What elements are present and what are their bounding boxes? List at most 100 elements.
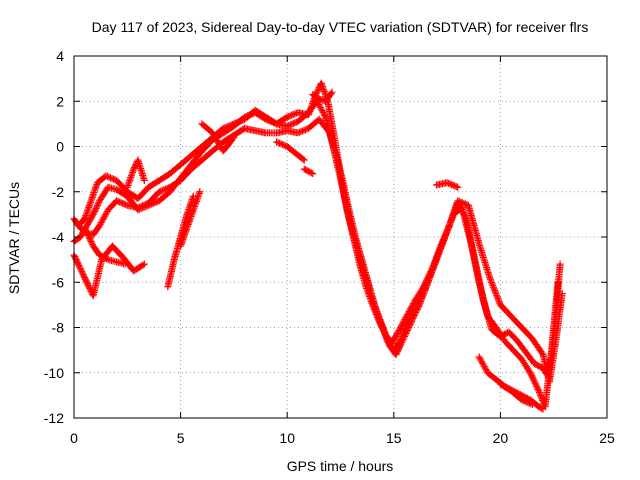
data-point bbox=[84, 230, 92, 238]
data-point bbox=[533, 382, 541, 390]
data-point bbox=[234, 118, 242, 126]
data-point bbox=[400, 317, 408, 325]
data-point bbox=[291, 110, 299, 118]
data-point bbox=[157, 187, 165, 195]
data-point bbox=[480, 362, 488, 370]
data-point bbox=[531, 379, 539, 387]
data-point bbox=[437, 242, 445, 250]
data-point bbox=[379, 326, 387, 334]
y-tick-label: 4 bbox=[56, 48, 64, 64]
data-point bbox=[86, 286, 94, 294]
data-point bbox=[85, 233, 93, 241]
data-point bbox=[446, 180, 454, 188]
data-point bbox=[376, 320, 384, 328]
data-point bbox=[286, 121, 294, 129]
data-point bbox=[151, 199, 159, 207]
data-point bbox=[403, 311, 411, 319]
y-tick-label: -6 bbox=[52, 274, 65, 290]
data-point bbox=[110, 175, 118, 183]
data-point bbox=[486, 274, 494, 282]
data-point bbox=[318, 107, 326, 115]
data-point bbox=[556, 260, 564, 268]
series-trace-o bbox=[496, 380, 536, 408]
data-point bbox=[73, 257, 81, 265]
data-point bbox=[375, 317, 383, 325]
data-point bbox=[86, 236, 94, 244]
data-point bbox=[401, 331, 409, 339]
data-point bbox=[443, 228, 451, 236]
data-point bbox=[378, 324, 386, 332]
data-point bbox=[299, 155, 307, 163]
data-point bbox=[441, 233, 449, 241]
data-point bbox=[538, 395, 546, 403]
data-point bbox=[374, 314, 382, 322]
data-point bbox=[527, 370, 535, 378]
data-point bbox=[113, 197, 121, 205]
data-point bbox=[408, 317, 416, 325]
data-point bbox=[461, 200, 469, 208]
data-point bbox=[409, 314, 417, 322]
data-point bbox=[230, 120, 238, 128]
data-point bbox=[139, 261, 147, 269]
series-trace-g bbox=[177, 188, 204, 250]
data-point bbox=[532, 381, 540, 389]
data-point bbox=[327, 89, 335, 97]
data-point bbox=[98, 217, 106, 225]
data-point bbox=[495, 298, 503, 306]
data-point bbox=[536, 390, 544, 398]
data-point bbox=[419, 284, 427, 292]
data-point bbox=[475, 353, 483, 361]
data-point bbox=[76, 265, 84, 273]
data-point bbox=[89, 210, 97, 218]
data-point bbox=[422, 277, 430, 285]
data-point bbox=[134, 206, 142, 214]
data-point bbox=[490, 285, 498, 293]
data-point bbox=[227, 121, 235, 129]
y-tick-label: 0 bbox=[56, 139, 64, 155]
data-point bbox=[371, 307, 379, 315]
data-point bbox=[140, 260, 148, 268]
data-point bbox=[443, 179, 451, 187]
data-point bbox=[80, 272, 88, 280]
data-point bbox=[280, 141, 288, 149]
data-point bbox=[380, 327, 388, 335]
data-point bbox=[404, 325, 412, 333]
data-point bbox=[438, 239, 446, 247]
data-point bbox=[492, 290, 500, 298]
data-point bbox=[289, 111, 297, 119]
data-point bbox=[406, 306, 414, 314]
data-point bbox=[114, 197, 122, 205]
x-tick-label: 15 bbox=[386, 430, 402, 446]
data-point bbox=[88, 239, 96, 247]
data-point bbox=[374, 315, 382, 323]
data-point bbox=[135, 205, 143, 213]
data-point bbox=[488, 280, 496, 288]
series-trace-k bbox=[309, 88, 336, 105]
data-point bbox=[130, 165, 138, 173]
data-point bbox=[477, 356, 485, 364]
chart-title: Day 117 of 2023, Sidereal Day-to-day VTE… bbox=[92, 19, 589, 35]
x-tick-label: 5 bbox=[177, 430, 185, 446]
series-trace-e bbox=[83, 228, 129, 268]
data-point bbox=[404, 309, 412, 317]
data-point bbox=[531, 378, 539, 386]
data-point bbox=[155, 188, 163, 196]
data-point bbox=[558, 290, 566, 298]
data-point bbox=[455, 197, 463, 205]
data-point bbox=[230, 133, 238, 141]
data-point bbox=[535, 388, 543, 396]
data-point bbox=[81, 275, 89, 283]
data-point bbox=[538, 404, 546, 412]
data-point bbox=[71, 254, 79, 262]
data-point bbox=[301, 126, 309, 134]
data-point bbox=[149, 199, 157, 207]
data-point bbox=[119, 199, 127, 207]
axis-ticks: 0 5 10 15 20 25 -12 -10 -8 -6 -4 -2 0 2 4 bbox=[44, 48, 615, 446]
data-point bbox=[289, 120, 297, 128]
data-point bbox=[131, 162, 139, 170]
data-point bbox=[403, 312, 411, 320]
data-point bbox=[481, 364, 489, 372]
data-point bbox=[102, 172, 110, 180]
data-point bbox=[444, 225, 452, 233]
data-point bbox=[522, 398, 530, 406]
